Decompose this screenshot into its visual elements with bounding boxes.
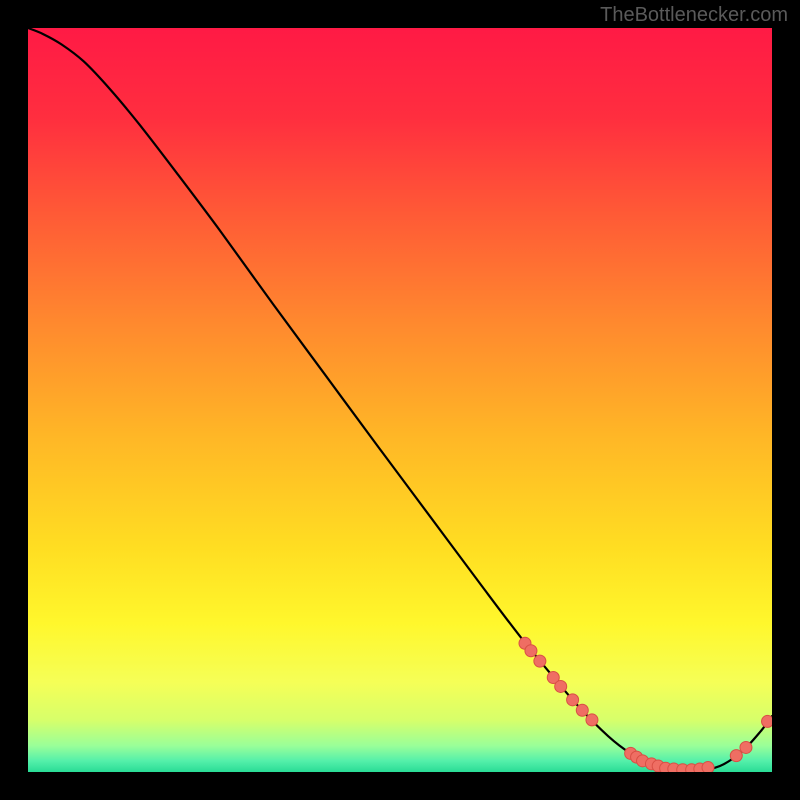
- data-point-markers: [28, 28, 772, 772]
- data-point: [534, 655, 546, 667]
- chart-frame: TheBottlenecker.com: [0, 0, 800, 800]
- data-point: [740, 741, 752, 753]
- plot-area: [28, 28, 772, 772]
- data-point: [762, 715, 772, 727]
- data-point: [586, 714, 598, 726]
- data-point: [567, 694, 579, 706]
- data-point: [702, 762, 714, 772]
- watermark-text: TheBottlenecker.com: [600, 4, 788, 27]
- data-point: [555, 680, 567, 692]
- data-point: [525, 645, 537, 657]
- data-point: [730, 750, 742, 762]
- data-point: [576, 704, 588, 716]
